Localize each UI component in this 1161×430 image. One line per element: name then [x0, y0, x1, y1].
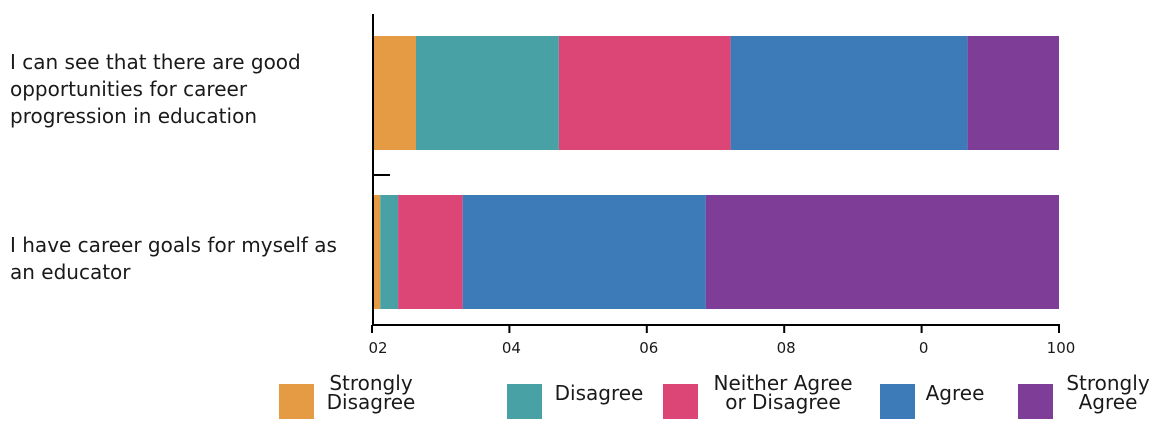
bar-neither-agree-or-disagree-row-1 — [558, 36, 731, 150]
legend-swatch-agree — [880, 384, 915, 419]
x-tick-label-100: 100 — [1047, 339, 1076, 357]
bar-strongly-agree-row-2 — [705, 195, 1059, 309]
category-label-career-goals: I have career goals for myself as an edu… — [10, 233, 337, 284]
legend-label-strongly-disagree: Strongly Disagree — [326, 371, 416, 414]
bar-agree-row-2 — [462, 195, 706, 309]
bars-group — [372, 36, 1059, 309]
legend-label-strongly-agree: Strongly Agree — [1066, 371, 1150, 414]
bar-strongly-disagree-row-2 — [372, 195, 381, 309]
legend-label-agree: Agree — [925, 381, 985, 405]
x-tick-label-60: 08 — [777, 339, 796, 357]
bar-disagree-row-2 — [380, 195, 399, 309]
bar-disagree-row-1 — [415, 36, 559, 150]
axes-group — [372, 14, 1060, 326]
bar-neither-agree-or-disagree-row-2 — [398, 195, 463, 309]
category-label-career-progression: I can see that there are good opportunit… — [10, 50, 301, 128]
x-tick-label-40: 06 — [639, 339, 658, 357]
x-tick-label-20: 04 — [502, 339, 521, 357]
x-tick-label-80: 0 — [919, 339, 929, 357]
x-tick-label-0: 02 — [368, 339, 387, 357]
bar-strongly-disagree-row-1 — [372, 36, 416, 150]
legend-swatch-neither — [663, 384, 698, 419]
legend-item-agree: Agree — [880, 374, 1000, 430]
legend-swatch-strongly-agree — [1018, 384, 1053, 419]
legend-item-strongly-agree: Strongly Agree — [1018, 371, 1158, 430]
legend-label-disagree: Disagree — [554, 381, 644, 405]
legend-item-disagree: Disagree — [507, 374, 657, 430]
legend-swatch-strongly-disagree — [279, 384, 314, 419]
legend-item-strongly-disagree: Strongly Disagree — [279, 371, 429, 430]
legend-item-neither: Neither Agree or Disagree — [663, 371, 868, 430]
legend-swatch-disagree — [507, 384, 542, 419]
bar-agree-row-1 — [730, 36, 968, 150]
legend-label-neither: Neither Agree or Disagree — [713, 371, 853, 414]
bar-strongly-agree-row-1 — [967, 36, 1059, 150]
ticks-group: 02 04 06 08 0 100 — [368, 325, 1075, 357]
